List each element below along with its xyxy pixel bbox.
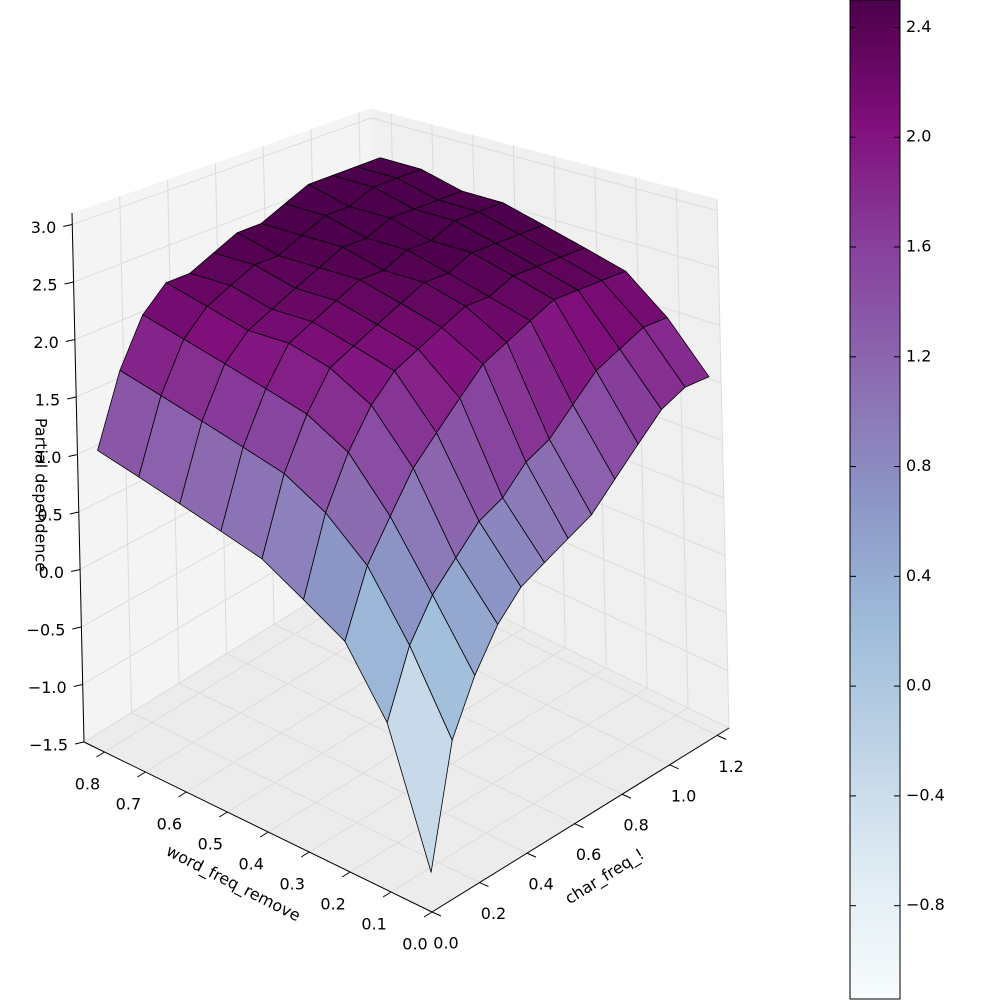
- tick-mark: [423, 911, 433, 918]
- grid-line: [131, 712, 480, 884]
- z-axis-label: Partial dependence: [32, 418, 51, 572]
- grid-line: [308, 667, 607, 853]
- grid-line: [349, 687, 648, 873]
- x-axis-label: char_freq_!: [561, 844, 648, 908]
- colorbar-tick-label: −0.4: [906, 785, 945, 804]
- grid-line: [675, 188, 689, 709]
- tick-mark: [64, 281, 74, 285]
- tick-mark: [70, 569, 81, 572]
- x-tick-label: 0.8: [623, 816, 648, 835]
- y-tick-label: 0.1: [361, 915, 386, 934]
- y-tick-label: 0.2: [320, 895, 345, 914]
- colorbar: [849, 0, 901, 1000]
- tick-mark: [382, 891, 392, 898]
- tick-mark: [479, 882, 489, 888]
- z-tick-label: 3.0: [31, 218, 56, 237]
- x-tick-label: 1.0: [671, 786, 696, 805]
- tick-mark: [431, 911, 442, 917]
- colorbar-tick-label: 1.6: [906, 237, 931, 256]
- tick-mark: [73, 684, 83, 687]
- colorbar-tick-label: 0.4: [906, 566, 931, 585]
- tick-mark: [67, 396, 77, 400]
- tick-mark: [178, 791, 187, 798]
- z-tick-label: 0.5: [37, 506, 62, 525]
- grid-line: [716, 198, 730, 729]
- surface: [97, 157, 710, 873]
- z-tick-label: −0.5: [27, 621, 66, 640]
- grid-line: [178, 682, 528, 854]
- tick-mark: [63, 224, 73, 227]
- grid-line: [370, 117, 718, 211]
- colorbar-tick-label: 2.0: [906, 127, 931, 146]
- tick-mark: [669, 764, 679, 770]
- colorbar-tick-label: 1.2: [906, 346, 931, 365]
- z-tick-label: 0.0: [39, 563, 64, 582]
- tick-mark: [259, 831, 269, 838]
- y-axis-line: [83, 741, 433, 913]
- z-axis-line: [71, 212, 85, 743]
- grid-line: [72, 117, 372, 225]
- tick-mark: [341, 871, 351, 878]
- y-tick-label: 0.0: [402, 935, 427, 954]
- colorbar-tick-label: 0.0: [906, 676, 931, 695]
- axes: 0.0 0.2 0.4 0.6 0.8 1.0 1.2 0.0 0.1 0.2 0.3 0.4 0.5 0…: [27, 212, 744, 954]
- x-tick-label: 0.6: [576, 845, 601, 864]
- tick-mark: [74, 741, 85, 745]
- tick-mark: [219, 811, 228, 818]
- z-tick-label: 2.0: [33, 333, 58, 352]
- tick-mark: [65, 339, 75, 342]
- z-tick-label: −1.0: [28, 678, 67, 697]
- tick-mark: [526, 852, 537, 858]
- x-tick-label: 0.0: [433, 934, 458, 953]
- colorbar-tick-label: −0.8: [906, 895, 945, 914]
- grid-line: [390, 707, 689, 893]
- colorbar-tick-label: 0.8: [906, 456, 931, 475]
- tick-mark: [72, 626, 82, 630]
- tick-mark: [137, 771, 146, 778]
- x-tick-label: 0.2: [481, 904, 506, 923]
- y-tick-label: 0.8: [75, 775, 100, 794]
- y-tick-label: 0.4: [239, 855, 264, 874]
- z-tick-label: 2.5: [32, 276, 57, 295]
- tick-mark: [300, 851, 310, 858]
- y-tick-label: 0.7: [116, 795, 141, 814]
- colorbar-tick-label: 2.4: [906, 17, 931, 36]
- x-tick-label: 1.2: [718, 757, 743, 776]
- tick-mark: [574, 823, 584, 829]
- z-tick-label: 1.0: [36, 448, 61, 467]
- tick-mark: [69, 511, 79, 515]
- x-axis-line: [431, 727, 730, 913]
- tick-mark: [716, 734, 727, 740]
- y-tick-label: 0.3: [279, 875, 304, 894]
- tick-mark: [96, 751, 105, 758]
- x-tick-label: 0.4: [528, 875, 553, 894]
- surface-patch: [386, 645, 453, 873]
- z-tick-label: −1.5: [29, 736, 68, 755]
- y-tick-label: 0.6: [157, 815, 182, 834]
- y-tick-label: 0.5: [198, 835, 223, 854]
- tick-mark: [621, 793, 632, 799]
- tick-mark: [68, 454, 78, 457]
- z-tick-label: 1.5: [35, 391, 60, 410]
